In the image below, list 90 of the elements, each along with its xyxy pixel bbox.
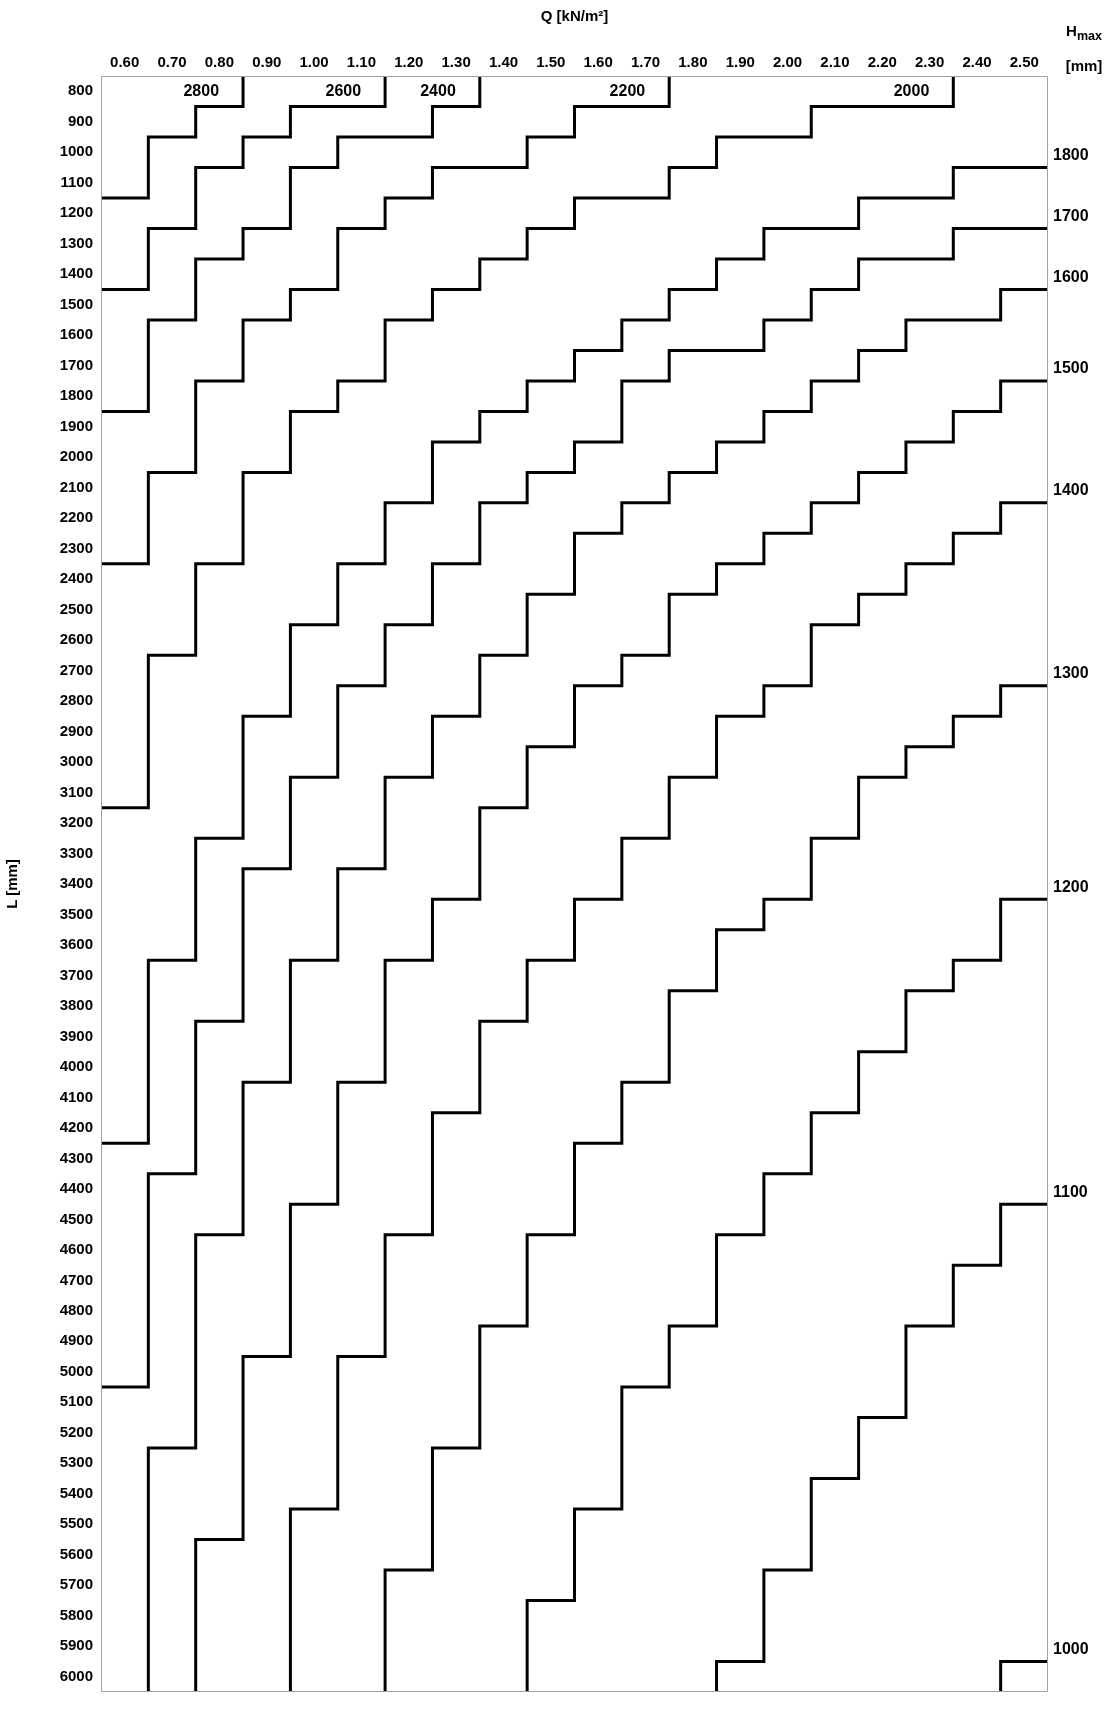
series-label: 1200 [1053, 877, 1089, 895]
y-tick-label: 3500 [59, 904, 93, 922]
y-tick-label: 1400 [59, 264, 93, 282]
series-label: 1600 [1053, 267, 1089, 285]
series-label: 2800 [183, 81, 220, 99]
y-tick-label: 4600 [59, 1240, 93, 1258]
series-label: 1500 [1053, 359, 1089, 377]
y-tick-label: 2300 [59, 538, 93, 556]
y-tick-label: 800 [67, 81, 93, 99]
y-tick-label: 3900 [59, 1026, 93, 1044]
y-tick-label: 4400 [59, 1179, 93, 1197]
y-tick-label: 1500 [59, 294, 93, 312]
y-tick-label: 4800 [59, 1301, 93, 1319]
y-tick-label: 1200 [59, 203, 93, 221]
y-tick-label: 2500 [59, 599, 93, 617]
series-label: 2200 [609, 81, 646, 99]
y-tick-label: 2200 [59, 508, 93, 526]
y-tick-label: 1700 [59, 355, 93, 373]
y-axis-title: L [mm] [3, 859, 21, 909]
x-tick-label: 2.20 [867, 53, 897, 71]
y-tick-label: 1300 [59, 233, 93, 251]
x-tick-label: 2.40 [962, 53, 992, 71]
series-label: 2400 [420, 81, 456, 99]
y-tick-label: 2400 [59, 569, 93, 587]
y-tick-label: 5900 [59, 1636, 93, 1654]
y-tick-label: 2800 [59, 691, 93, 709]
y-tick-label: 4700 [59, 1270, 93, 1288]
y-tick-label: 5800 [59, 1605, 93, 1623]
y-tick-label: 2700 [59, 660, 93, 678]
series-label: 1000 [1053, 1639, 1089, 1657]
x-tick-label: 1.60 [583, 53, 613, 71]
x-tick-label: 1.00 [299, 53, 329, 71]
y-tick-label: 5200 [59, 1422, 93, 1440]
x-tick-label: 2.00 [772, 53, 803, 71]
y-tick-label: 4900 [59, 1331, 93, 1349]
x-tick-label: 0.90 [252, 53, 282, 71]
x-tick-label: 1.80 [678, 53, 708, 71]
x-tick-label: 1.10 [346, 53, 377, 71]
y-tick-label: 6000 [59, 1666, 93, 1684]
x-tick-label: 2.50 [1009, 53, 1039, 71]
legend-title: H$_{max}$ [mm] [1064, 21, 1104, 76]
y-tick-label: 1600 [59, 325, 93, 343]
x-axis-title: Q [kN/m²] [540, 7, 609, 25]
series-label: 2600 [325, 81, 362, 99]
y-tick-label: 2000 [59, 447, 93, 465]
y-tick-label: 900 [67, 111, 93, 129]
y-tick-label: 1100 [60, 172, 93, 190]
y-tick-label: 5500 [59, 1514, 93, 1532]
x-tick-label: 1.90 [725, 53, 755, 71]
y-tick-label: 4300 [59, 1148, 93, 1166]
y-tick-label: 5000 [59, 1361, 93, 1379]
series-label: 2000 [893, 81, 930, 99]
x-tick-label: 2.10 [820, 53, 850, 71]
y-tick-label: 5400 [59, 1483, 93, 1501]
y-tick-label: 3700 [59, 965, 93, 983]
x-tick-label: 1.70 [630, 53, 661, 71]
y-tick-label: 3300 [59, 843, 93, 861]
y-tick-label: 5700 [59, 1575, 93, 1593]
series-label: 1800 [1053, 145, 1089, 163]
x-tick-label: 0.80 [204, 53, 234, 71]
series-label: 1400 [1053, 481, 1089, 499]
x-tick-label: 0.60 [110, 53, 140, 71]
y-tick-label: 4500 [59, 1209, 93, 1227]
y-tick-label: 3000 [59, 752, 93, 770]
y-tick-label: 3100 [59, 782, 93, 800]
x-tick-label: 1.30 [441, 53, 471, 71]
y-tick-label: 1000 [59, 142, 93, 160]
y-tick-label: 4200 [59, 1118, 93, 1136]
x-tick-label: 0.70 [157, 53, 187, 71]
y-tick-label: 5600 [59, 1544, 93, 1562]
x-tick-label: 1.50 [536, 53, 566, 71]
y-tick-label: 3400 [59, 874, 93, 892]
y-tick-label: 3200 [59, 813, 93, 831]
y-tick-label: 4000 [59, 1057, 93, 1075]
y-tick-label: 5100 [59, 1392, 93, 1410]
y-tick-label: 5300 [59, 1453, 93, 1471]
series-label: 1300 [1053, 664, 1089, 682]
x-tick-label: 2.30 [915, 53, 945, 71]
y-tick-label: 2100 [59, 477, 93, 495]
y-tick-label: 2600 [59, 630, 93, 648]
y-tick-label: 2900 [59, 721, 93, 739]
series-label: 1100 [1053, 1182, 1088, 1200]
y-tick-label: 4100 [59, 1087, 93, 1105]
x-tick-label: 1.20 [394, 53, 424, 71]
y-tick-label: 3600 [59, 935, 93, 953]
x-tick-label: 1.40 [488, 53, 519, 71]
y-tick-label: 1800 [59, 386, 93, 404]
series-label: 1700 [1053, 206, 1089, 224]
y-tick-label: 1900 [59, 416, 93, 434]
y-tick-label: 3800 [59, 996, 93, 1014]
